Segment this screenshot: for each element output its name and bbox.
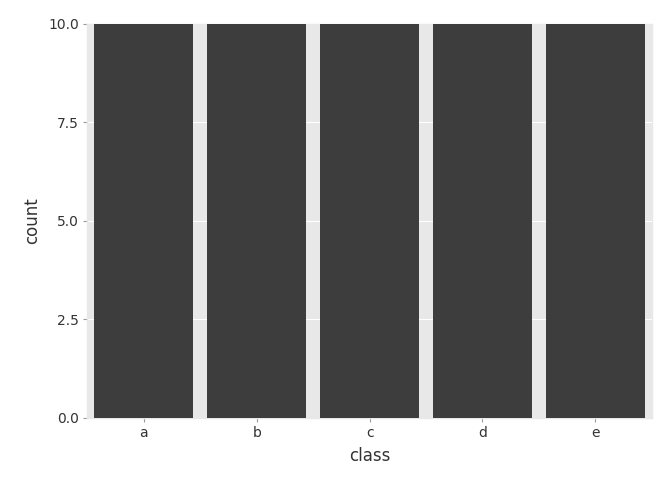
- Bar: [433, 24, 532, 418]
- Bar: [207, 24, 306, 418]
- X-axis label: class: class: [349, 447, 390, 465]
- Bar: [546, 24, 645, 418]
- Bar: [94, 24, 194, 418]
- Y-axis label: count: count: [24, 197, 42, 244]
- Bar: [320, 24, 419, 418]
